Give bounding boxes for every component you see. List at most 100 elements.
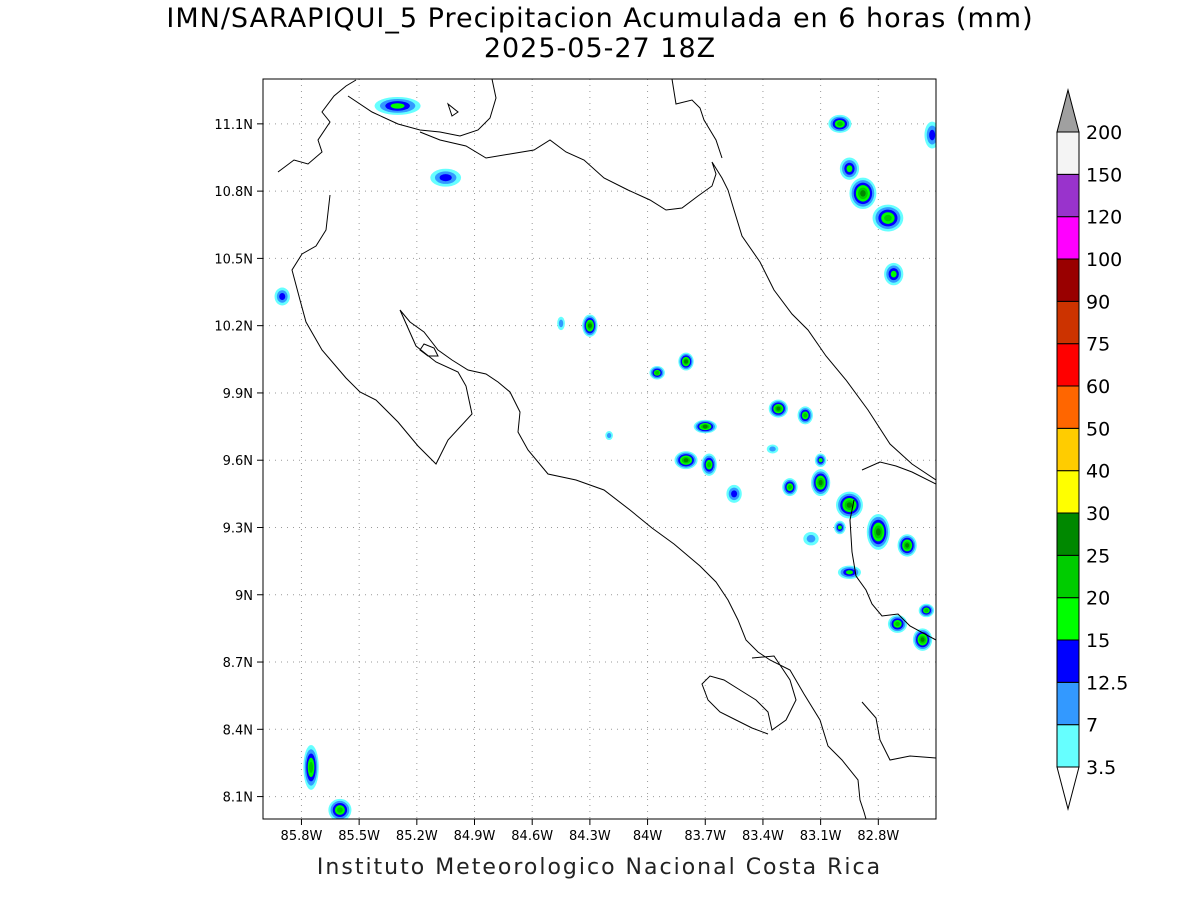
colorbar-box <box>1056 173 1080 218</box>
map-border <box>262 78 937 820</box>
precip-contour <box>655 370 660 375</box>
precip-contour <box>390 103 405 109</box>
colorbar-label: 75 <box>1086 334 1110 356</box>
precip-contour <box>587 323 592 328</box>
precip-contour <box>558 319 564 328</box>
precip-contour <box>895 621 900 627</box>
precip-contour <box>439 174 452 182</box>
precip-contour <box>818 458 823 463</box>
x-tick-label: 85.5W <box>338 829 380 844</box>
precip-cell <box>849 177 877 210</box>
y-axis-ticks: 11.1N 10.8N 10.5N 10.2N 9.9N 9.6N 9.3N 9N 8.7N 8.… <box>214 118 263 806</box>
precip-cell <box>884 262 904 286</box>
precip-cell <box>887 614 908 633</box>
colorbar-box <box>1056 470 1080 514</box>
colorbar-label: 50 <box>1086 418 1110 440</box>
precip-contour <box>702 424 708 429</box>
colorbar-box <box>1056 512 1080 556</box>
precip-contour <box>803 413 808 418</box>
precip-cell <box>811 469 831 497</box>
x-tick-label: 83.4W <box>742 829 784 844</box>
precip-cell <box>834 520 846 535</box>
x-tick-label: 84.9W <box>454 829 496 844</box>
colorbar-box <box>1056 216 1080 260</box>
precip-contour <box>707 461 712 468</box>
colorbar-box <box>1056 343 1080 387</box>
precip-cell <box>924 121 936 149</box>
island-outline <box>419 343 439 357</box>
precip-cell <box>797 406 813 425</box>
y-tick-label: 9.3N <box>223 521 253 536</box>
precip-cell <box>328 798 352 819</box>
colorbar-box <box>1056 131 1080 175</box>
precip-contour <box>279 292 286 301</box>
precip-cell <box>693 419 717 434</box>
x-tick-label: 83.7W <box>684 829 726 844</box>
precip-contour <box>920 637 925 642</box>
precipitation-field <box>274 96 936 819</box>
precip-contour <box>806 534 816 543</box>
y-tick-label: 10.8N <box>214 185 253 200</box>
precip-contour <box>929 129 936 141</box>
colorbar-box <box>1056 724 1080 768</box>
colorbar-label: 20 <box>1086 588 1110 610</box>
precip-cell <box>303 745 319 790</box>
precip-cell <box>814 453 827 467</box>
colorbar-label: 100 <box>1086 249 1122 271</box>
precip-contour <box>684 359 689 364</box>
precip-cell <box>605 431 613 441</box>
y-tick-label: 10.5N <box>214 252 253 267</box>
colorbar-box <box>1056 258 1080 302</box>
y-tick-label: 10.2N <box>214 320 253 335</box>
x-tick-label: 84.6W <box>511 829 553 844</box>
y-tick-label: 9.9N <box>223 387 253 402</box>
precip-cell <box>918 603 935 618</box>
map-gridlines <box>263 79 936 819</box>
precip-cell <box>837 565 862 580</box>
precip-cell <box>839 157 860 180</box>
precip-cell <box>701 453 717 476</box>
colorbar-box <box>1056 554 1080 599</box>
precip-contour <box>884 214 892 222</box>
precip-contour <box>837 121 843 127</box>
colorbar-label: 150 <box>1086 164 1122 186</box>
map-panel <box>262 78 937 820</box>
x-tick-label: 84W <box>633 829 663 844</box>
x-tick-label: 83.1W <box>800 829 842 844</box>
colorbar-label: 120 <box>1086 207 1122 229</box>
precip-contour <box>606 433 612 439</box>
colorbar-box <box>1056 300 1080 345</box>
precip-cell <box>649 366 665 380</box>
coastlines-and-borders <box>277 79 936 819</box>
precip-cell <box>766 444 779 454</box>
precip-contour <box>683 458 689 463</box>
precip-contour <box>309 761 314 773</box>
precip-cell <box>866 514 890 550</box>
colorbar-label: 200 <box>1086 122 1122 144</box>
precip-cell <box>678 352 694 371</box>
precip-cell <box>768 399 788 418</box>
precip-contour <box>924 608 929 613</box>
precip-cell <box>430 168 462 187</box>
colorbar-label: 3.5 <box>1086 757 1116 779</box>
colorbar-label: 25 <box>1086 545 1110 567</box>
x-axis-ticks: 85.8W 85.5W 85.2W 84.9W 84.6W 84.3W 84W 83.7W 83… <box>281 819 899 844</box>
colorbar-box <box>1056 597 1080 641</box>
precip-cell <box>803 531 819 546</box>
precip-contour <box>787 484 792 490</box>
precip-contour <box>837 525 842 530</box>
precip-cell <box>782 478 798 497</box>
colorbar-label: 60 <box>1086 376 1110 398</box>
colorbar-below-triangle <box>1056 766 1080 811</box>
x-tick-label: 84.3W <box>569 829 611 844</box>
precip-contour <box>731 490 738 498</box>
precip-cell <box>836 491 863 519</box>
precip-cell <box>872 204 904 232</box>
y-tick-label: 8.7N <box>223 656 253 671</box>
y-tick-label: 8.1N <box>223 791 253 806</box>
x-tick-label: 85.8W <box>281 829 323 844</box>
map-date: 2025-05-27 18Z <box>483 33 717 64</box>
y-tick-label: 9.6N <box>223 454 253 469</box>
colorbar-box <box>1056 681 1080 726</box>
